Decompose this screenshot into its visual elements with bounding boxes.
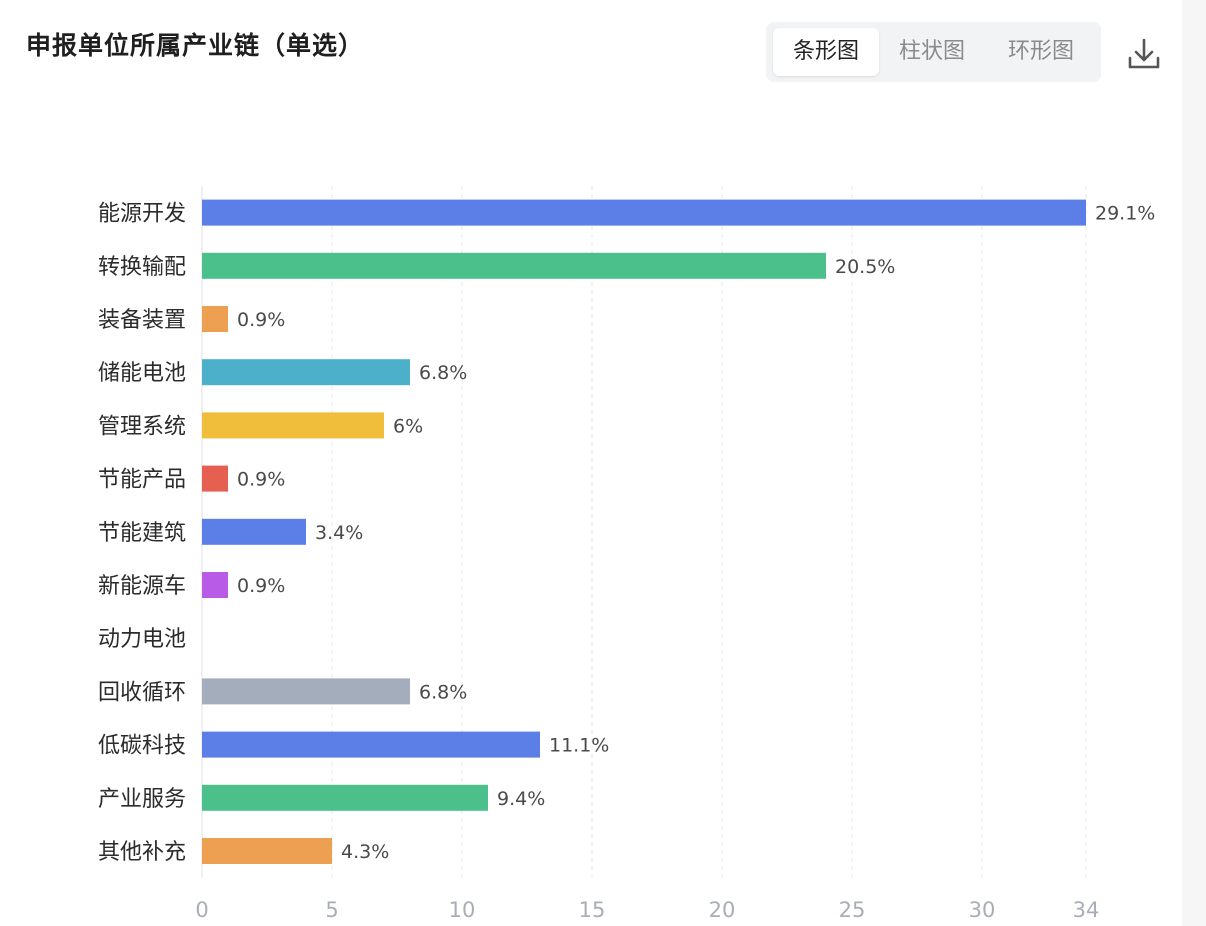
- category-label: 储能电池: [98, 361, 186, 386]
- tab-donut-chart[interactable]: 环形图: [1007, 39, 1074, 64]
- category-label: 节能建筑: [98, 521, 186, 546]
- bar: [202, 306, 228, 332]
- category-label: 新能源车: [98, 574, 186, 599]
- data-label: 3.4%: [315, 522, 363, 544]
- data-label: 6.8%: [419, 681, 467, 703]
- category-label: 产业服务: [98, 787, 186, 812]
- bar: [202, 838, 332, 864]
- data-label: 20.5%: [835, 256, 895, 278]
- data-label: 9.4%: [497, 788, 545, 810]
- tab-bar-chart[interactable]: 条形图: [773, 28, 879, 76]
- download-icon[interactable]: [1122, 32, 1166, 76]
- tab-column-chart[interactable]: 柱状图: [898, 39, 965, 64]
- bar: [202, 465, 228, 492]
- data-label: 6%: [393, 415, 423, 437]
- bar: [202, 572, 228, 598]
- chart-title: 申报单位所属产业链（单选）: [26, 31, 365, 60]
- x-tick-label: 0: [195, 898, 208, 922]
- x-tick-label: 15: [579, 898, 606, 922]
- data-label: 0.9%: [237, 309, 285, 331]
- data-label: 0.9%: [237, 469, 285, 491]
- data-label: 0.9%: [237, 575, 285, 597]
- category-label: 动力电池: [98, 627, 186, 652]
- right-scroll-area: [1182, 0, 1206, 926]
- category-label: 低碳科技: [98, 734, 186, 759]
- x-tick-label: 34: [1073, 898, 1100, 922]
- x-tick-label: 20: [709, 898, 736, 922]
- bar: [202, 359, 410, 386]
- data-label: 29.1%: [1095, 203, 1155, 225]
- x-tick-label: 5: [325, 898, 338, 922]
- chart-type-switcher: 条形图 柱状图 环形图: [766, 22, 1101, 82]
- category-label: 节能产品: [98, 468, 186, 493]
- category-label: 管理系统: [98, 414, 186, 439]
- category-label: 回收循环: [98, 680, 186, 705]
- category-label: 转换输配: [98, 255, 186, 280]
- bar: [202, 518, 306, 545]
- category-label: 其他补充: [98, 840, 186, 865]
- x-tick-label: 25: [839, 898, 866, 922]
- bar: [202, 731, 540, 758]
- x-tick-label: 30: [969, 898, 996, 922]
- bar: [202, 678, 410, 705]
- bar: [202, 784, 488, 811]
- category-label: 能源开发: [98, 202, 186, 227]
- category-label: 装备装置: [98, 308, 186, 333]
- data-label: 6.8%: [419, 362, 467, 384]
- bar: [202, 412, 384, 439]
- data-label: 4.3%: [341, 841, 389, 863]
- data-label: 11.1%: [549, 735, 609, 757]
- bar: [202, 199, 1086, 226]
- bar: [202, 252, 826, 279]
- x-tick-label: 10: [449, 898, 476, 922]
